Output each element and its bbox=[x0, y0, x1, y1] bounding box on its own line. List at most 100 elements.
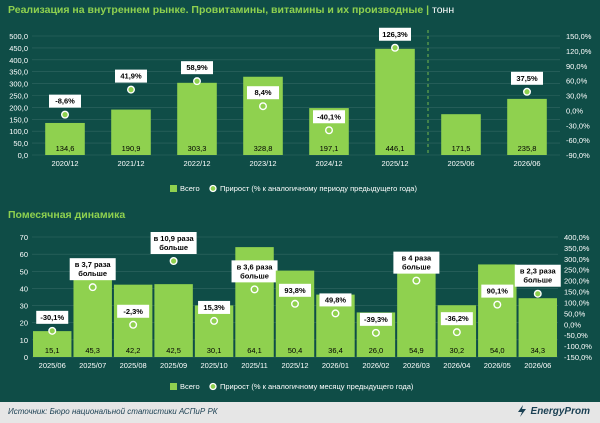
growth-label-box bbox=[440, 312, 473, 326]
x-tick-label: 2021/12 bbox=[117, 159, 144, 168]
growth-label: 93,8% bbox=[284, 286, 306, 295]
y2-tick-label: 350,0% bbox=[564, 244, 590, 253]
bar-value-label: 45,3 bbox=[85, 346, 100, 355]
y-tick-label: 20 bbox=[20, 319, 28, 328]
y-tick-label: 10 bbox=[20, 336, 28, 345]
y2-tick-label: 150,0% bbox=[566, 32, 592, 41]
growth-label-box bbox=[511, 71, 543, 85]
y2-tick-label: 0,0% bbox=[566, 106, 583, 115]
growth-label: в 4 раза bbox=[402, 254, 432, 263]
growth-label: больше bbox=[523, 276, 552, 285]
growth-marker bbox=[129, 320, 138, 329]
bar-value-label: 64,1 bbox=[247, 346, 262, 355]
legend-bar-swatch bbox=[170, 383, 177, 390]
y-tick-label: 400,0 bbox=[9, 56, 28, 65]
y-tick-label: 50 bbox=[20, 267, 28, 276]
y2-tick-label: -90,0% bbox=[566, 151, 590, 160]
bar-value-label: 328,8 bbox=[254, 144, 273, 153]
growth-label-box bbox=[481, 284, 514, 298]
bar-value-label: 30,1 bbox=[207, 346, 222, 355]
bar-value-label: 30,2 bbox=[450, 346, 465, 355]
x-tick-label: 2026/01 bbox=[322, 361, 349, 370]
bar-value-label: 190,9 bbox=[122, 144, 141, 153]
growth-label-box bbox=[198, 300, 231, 314]
growth-label: в 10,9 раза bbox=[154, 234, 195, 243]
growth-label: больше bbox=[402, 263, 431, 272]
x-tick-label: 2025/12 bbox=[281, 361, 308, 370]
growth-label-box bbox=[514, 264, 561, 287]
growth-label: 37,5% bbox=[516, 74, 538, 83]
x-tick-label: 2026/06 bbox=[524, 361, 551, 370]
legend-bar-swatch bbox=[170, 185, 177, 192]
y-tick-label: 250,0 bbox=[9, 92, 28, 101]
bar bbox=[194, 305, 234, 357]
growth-marker bbox=[331, 309, 340, 318]
bar-value-label: 54,9 bbox=[409, 346, 424, 355]
growth-marker bbox=[391, 43, 400, 52]
bar-value-label: 134,6 bbox=[56, 144, 75, 153]
growth-marker bbox=[88, 283, 97, 292]
growth-label-box bbox=[117, 304, 150, 318]
growth-label-box bbox=[359, 312, 392, 326]
chart-title-text: Реализация на внутреннем рынке. Провитам… bbox=[8, 4, 424, 16]
y2-tick-label: 400,0% bbox=[564, 233, 590, 242]
bar-value-label: 446,1 bbox=[386, 144, 405, 153]
x-tick-label: 2020/12 bbox=[51, 159, 78, 168]
x-tick-label: 2025/11 bbox=[241, 361, 268, 370]
growth-label-box bbox=[36, 310, 69, 324]
growth-label-box bbox=[393, 251, 440, 274]
bar-value-label: 235,8 bbox=[518, 144, 537, 153]
y-tick-label: 100,0 bbox=[9, 127, 28, 136]
legend-bar-label: Всего bbox=[180, 382, 200, 391]
y-tick-label: 50,0 bbox=[13, 139, 28, 148]
bar-value-label: 171,5 bbox=[452, 144, 471, 153]
y2-tick-label: -100,0% bbox=[564, 342, 592, 351]
growth-marker bbox=[250, 285, 259, 294]
bar-value-label: 36,4 bbox=[328, 346, 343, 355]
growth-label: в 3,6 раза bbox=[237, 262, 274, 271]
brand-logo: EnergyProm bbox=[516, 405, 590, 417]
growth-marker bbox=[412, 276, 421, 285]
lightning-icon bbox=[517, 405, 526, 417]
monthly-chart: 0 10 20 30 40 50 60 70 -150,0% -100,0% -50,0% 0,0% 5… bbox=[20, 232, 592, 391]
logo-text: EnergyProm bbox=[530, 405, 590, 417]
growth-label: больше bbox=[78, 269, 107, 278]
growth-label: -40,1% bbox=[317, 112, 341, 121]
bar-value-label: 42,5 bbox=[166, 346, 181, 355]
bar bbox=[441, 114, 481, 155]
title-separator: | bbox=[426, 4, 430, 16]
y2-tick-label: 150,0% bbox=[564, 288, 590, 297]
growth-marker bbox=[126, 85, 135, 94]
y2-tick-label: 30,0% bbox=[566, 92, 588, 101]
bar bbox=[507, 98, 547, 155]
y-tick-label: 0 bbox=[24, 353, 28, 362]
bar bbox=[154, 284, 193, 357]
x-tick-label: 2024/12 bbox=[315, 159, 342, 168]
growth-label: 90,1% bbox=[487, 287, 509, 296]
y2-tick-label: 100,0% bbox=[564, 298, 590, 307]
bar-value-label: 42,2 bbox=[126, 346, 141, 355]
legend-growth-label: Прирост (% к аналогичному периоду предыд… bbox=[220, 184, 417, 193]
growth-label: -39,3% bbox=[364, 315, 388, 324]
x-tick-label: 2025/08 bbox=[120, 361, 147, 370]
y2-tick-label: 60,0% bbox=[566, 77, 588, 86]
bar bbox=[478, 264, 517, 357]
unit-label: тонн bbox=[432, 4, 455, 16]
growth-label: -8,6% bbox=[55, 97, 75, 106]
legend-growth-marker bbox=[209, 382, 217, 391]
growth-label-box bbox=[319, 293, 352, 307]
bar-value-label: 197,1 bbox=[320, 144, 339, 153]
bar bbox=[73, 279, 112, 357]
bar bbox=[275, 270, 315, 357]
footer: Источник: Бюро национальной статистики А… bbox=[0, 402, 600, 423]
legend-growth-marker bbox=[209, 184, 217, 193]
growth-marker bbox=[325, 126, 334, 135]
x-tick-label: 2026/04 bbox=[443, 361, 470, 370]
growth-label: 58,9% bbox=[186, 63, 208, 72]
bar bbox=[177, 82, 217, 155]
growth-label: в 2,3 раза bbox=[520, 267, 557, 276]
x-tick-label: 2025/09 bbox=[160, 361, 187, 370]
y2-tick-label: -30,0% bbox=[566, 121, 590, 130]
growth-marker bbox=[371, 328, 380, 337]
